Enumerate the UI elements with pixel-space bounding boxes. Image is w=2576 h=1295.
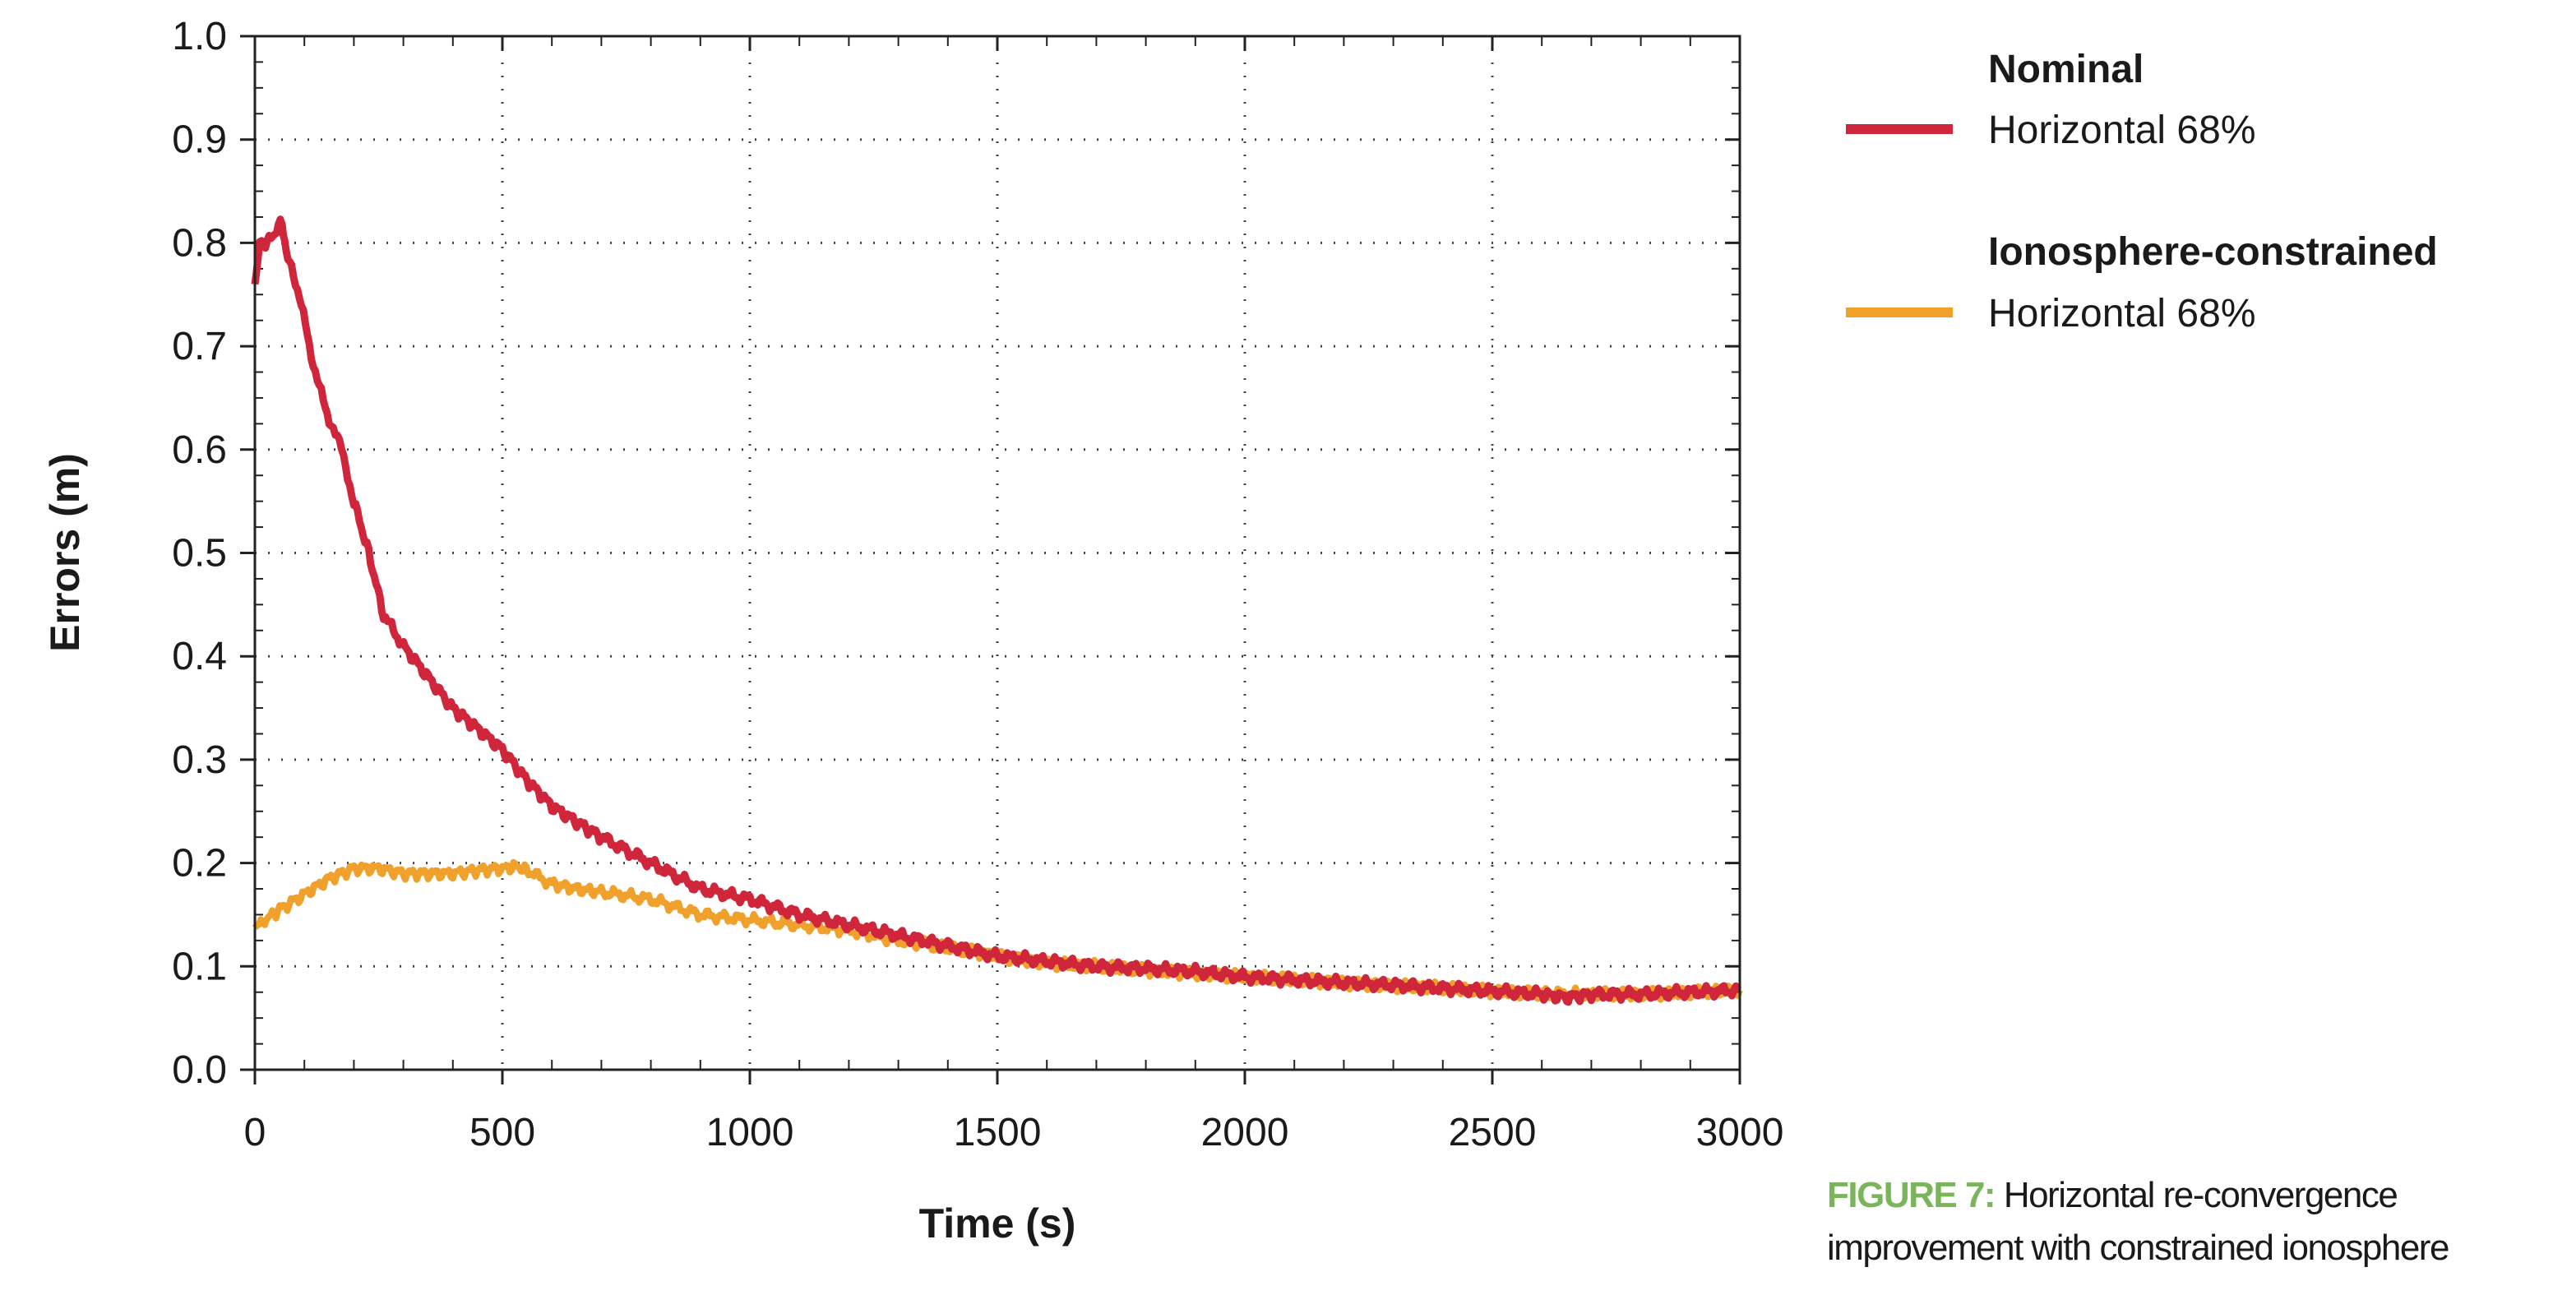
y-tick-label: 0.7 [172, 325, 227, 368]
y-tick-label: 0.1 [172, 945, 227, 988]
x-tick-label: 1500 [954, 1111, 1042, 1154]
x-tick-label: 2500 [1449, 1111, 1537, 1154]
legend-label-nominal: Horizontal 68% [1988, 109, 2256, 152]
figure-label: FIGURE 7: [1827, 1175, 1996, 1215]
y-tick-label: 0.9 [172, 118, 227, 162]
plot-frame [253, 35, 1741, 1071]
x-tick-labels: 0 500 1000 1500 2000 2500 3000 [244, 1111, 1784, 1154]
y-axis-title: Errors (m) [42, 453, 88, 652]
plot-background [255, 36, 1740, 1070]
series-layer [251, 215, 1743, 1006]
legend-group-nominal-title: Nominal [1988, 48, 2144, 91]
x-tick-label: 500 [469, 1111, 535, 1154]
y-tick-label: 0.6 [172, 428, 227, 472]
figure-caption-text: Horizontal re-convergence improvement wi… [1827, 1175, 2449, 1268]
legend-label-iono: Horizontal 68% [1988, 292, 2256, 335]
x-tick-label: 2000 [1201, 1111, 1289, 1154]
legend: Nominal Horizontal 68% Ionosphere-constr… [1846, 48, 2438, 335]
y-tick-label: 0.4 [172, 635, 227, 678]
figure-caption: FIGURE 7: Horizontal re-convergence impr… [1827, 1169, 2567, 1274]
y-tick-label: 0.3 [172, 738, 227, 782]
y-tick-label: 0.5 [172, 532, 227, 576]
x-axis-title: Time (s) [919, 1200, 1076, 1246]
grid [255, 36, 1740, 1070]
series-line-nominal [251, 215, 1742, 1006]
y-tick-label: 0.0 [172, 1048, 227, 1092]
legend-group-iono-title: Ionosphere-constrained [1988, 230, 2438, 274]
x-tick-label: 0 [244, 1111, 266, 1154]
y-tick-label: 0.8 [172, 221, 227, 265]
y-tick-label: 1.0 [172, 15, 227, 58]
x-tick-label: 3000 [1696, 1111, 1784, 1154]
y-tick-label: 0.2 [172, 842, 227, 886]
y-tick-labels: 0.0 0.1 0.2 0.3 0.4 0.5 0.6 0.7 0.8 0.9 1.0 [172, 15, 227, 1092]
minor-ticks [240, 35, 1741, 1085]
x-tick-label: 1000 [706, 1111, 794, 1154]
